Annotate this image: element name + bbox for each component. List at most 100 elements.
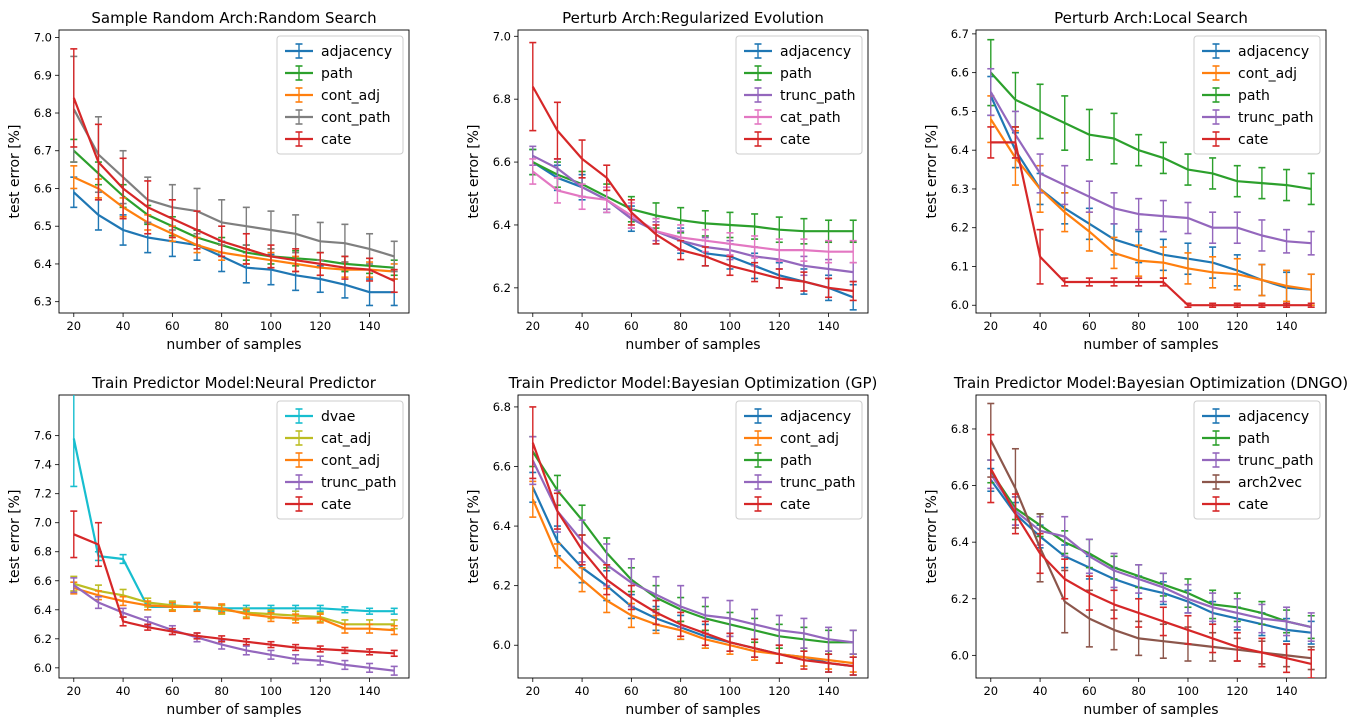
x-tick-label: 80 (673, 319, 688, 333)
legend-entry-cont_adj: cont_adj (744, 430, 839, 447)
y-tick-label: 6.8 (493, 92, 511, 106)
series-line-cont_adj (531, 498, 854, 665)
x-tick-label: 40 (1033, 319, 1048, 333)
x-axis-label: number of samples (166, 702, 301, 718)
y-tick-label: 6.8 (493, 400, 511, 414)
legend-entry-cate: cate (744, 496, 810, 513)
x-axis-label: number of samples (625, 337, 760, 353)
x-axis-label: number of samples (1083, 702, 1218, 718)
x-axis-label: number of samples (625, 702, 760, 718)
y-axis-label: test error [%] (7, 125, 23, 219)
series-line-adjacency (73, 191, 395, 294)
y-tick-label: 6.2 (34, 632, 52, 646)
legend-entry-trunc_path: trunc_path (1202, 452, 1314, 469)
y-tick-label: 6.0 (951, 298, 969, 312)
series-line-trunc_path (989, 473, 1312, 629)
legend-label: cont_path (321, 110, 390, 126)
chart-panel-6: 20 40 60 80 100 120 140 6.0 6.2 6.4 6.6 6.8 Train Pr… (924, 374, 1348, 718)
series-line-cate (72, 97, 395, 282)
legend-entry-path: path (1202, 430, 1270, 447)
legend-entry-cat_adj: cat_adj (285, 430, 371, 447)
series-line-cate (989, 468, 1312, 665)
legend-entry-adjacency: adjacency (1202, 408, 1309, 425)
chart-title: Train Predictor Model:Bayesian Optimizat… (953, 374, 1348, 392)
x-tick-label: 20 (983, 319, 998, 333)
y-tick-label: 6.9 (34, 68, 52, 82)
legend-entry-path: path (744, 65, 812, 82)
series-line-cate (990, 141, 1312, 307)
series-line-cate (531, 442, 854, 668)
chart-title: Train Predictor Model:Neural Predictor (91, 374, 377, 392)
series-cat_adj (70, 575, 398, 630)
chart-panel-2: 20 40 60 80 100 120 140 6.2 6.4 6.6 6.8 7.0 Perturb … (466, 9, 869, 353)
legend-box (276, 35, 404, 155)
chart-title: Sample Random Arch:Random Search (91, 9, 376, 27)
series-adjacency (70, 176, 398, 307)
x-tick-label: 20 (983, 684, 998, 698)
legend: adjacency path trunc_path arch2vec cate (1193, 400, 1321, 520)
series-cate (70, 510, 398, 658)
legend-entry-path: path (744, 452, 812, 469)
x-tick-label: 120 (768, 319, 790, 333)
y-tick-label: 6.5 (34, 219, 52, 233)
plot-area (70, 48, 398, 307)
series-line-cont_path (72, 108, 395, 258)
series-cate (70, 48, 398, 294)
y-tick-label: 6.6 (493, 155, 511, 169)
series-line-trunc_path (73, 584, 395, 672)
y-tick-label: 7.0 (34, 516, 52, 530)
series-line-adjacency (989, 479, 1312, 634)
x-tick-label: 20 (66, 319, 81, 333)
legend-box (1193, 400, 1321, 520)
legend-entry-trunc_path: trunc_path (744, 474, 856, 491)
series-line-cont_adj (989, 118, 1312, 291)
x-tick-label: 120 (1226, 684, 1248, 698)
plot-area (529, 41, 857, 311)
x-tick-label: 100 (1177, 684, 1199, 698)
y-tick-label: 6.4 (34, 257, 52, 271)
x-tick-label: 80 (214, 319, 229, 333)
y-tick-label: 6.6 (951, 66, 969, 80)
series-line-cat_path (532, 170, 854, 253)
x-tick-label: 40 (116, 319, 131, 333)
plot-area (70, 395, 398, 676)
legend-label: path (780, 66, 812, 82)
y-tick-label: 6.7 (34, 144, 52, 158)
legend-entry-arch2vec: arch2vec (1202, 474, 1302, 491)
x-tick-label: 120 (309, 684, 331, 698)
legend-entry-cate: cate (285, 496, 351, 513)
chart-title: Perturb Arch:Regularized Evolution (562, 9, 824, 27)
series-line-path (532, 161, 854, 233)
legend-label: path (1238, 431, 1270, 447)
x-tick-label: 40 (575, 684, 590, 698)
legend-entry-dvae: dvae (285, 408, 355, 425)
plot-frame (975, 394, 1327, 679)
legend-entry-cate: cate (1202, 131, 1268, 148)
y-tick-label: 7.6 (34, 429, 52, 443)
plot-frame (517, 394, 869, 679)
x-tick-label: 20 (525, 684, 540, 698)
x-tick-label: 80 (1131, 684, 1146, 698)
y-tick-label: 6.4 (34, 603, 52, 617)
legend-entry-adjacency: adjacency (1202, 43, 1309, 60)
legend-label: trunc_path (780, 88, 856, 104)
legend-entry-trunc_path: trunc_path (1202, 109, 1314, 126)
legend-entry-adjacency: adjacency (744, 43, 851, 60)
series-line-path (73, 149, 395, 269)
legend-box (735, 400, 863, 520)
legend-label: path (1238, 88, 1270, 104)
y-tick-label: 7.0 (493, 29, 511, 43)
legend-label: cate (1238, 497, 1268, 513)
x-tick-label: 60 (624, 319, 639, 333)
plot-area (987, 402, 1315, 678)
x-tick-label: 40 (575, 319, 590, 333)
y-axis-label: test error [%] (7, 490, 23, 584)
x-tick-label: 140 (818, 684, 840, 698)
legend-entry-cate: cate (1202, 496, 1268, 513)
series-line-dvae (72, 438, 395, 613)
y-tick-label: 6.8 (34, 545, 52, 559)
x-tick-label: 120 (1226, 319, 1248, 333)
legend-entry-path: path (1202, 87, 1270, 104)
